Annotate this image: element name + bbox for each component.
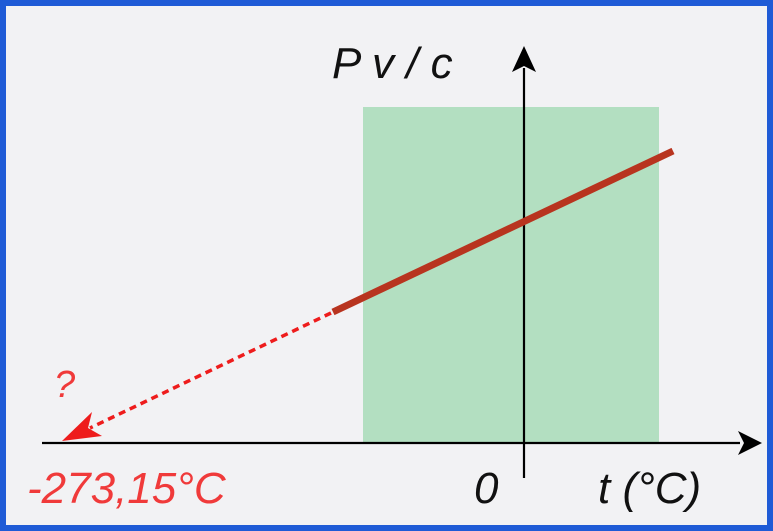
extrapolation-arrowhead	[62, 412, 102, 441]
extrapolation-dashed-line	[89, 311, 332, 430]
y-axis-label: P v / c	[332, 39, 453, 88]
x-axis-label: t (°C)	[598, 464, 701, 513]
origin-label: 0	[474, 464, 499, 513]
y-axis-arrowhead	[512, 46, 536, 72]
question-mark-label: ?	[54, 364, 76, 406]
measured-line	[331, 147, 675, 316]
x-axis-arrowhead	[738, 431, 762, 455]
absolute-zero-label: -273,15°C	[27, 464, 227, 513]
